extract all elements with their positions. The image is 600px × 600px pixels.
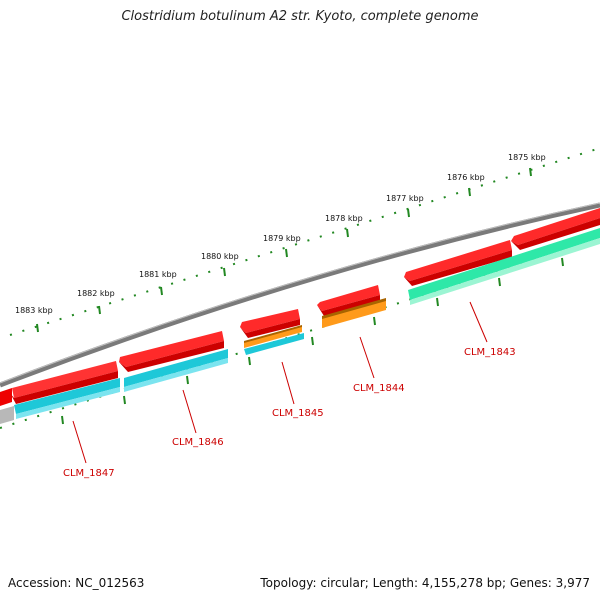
gene-box-teal [124,349,228,387]
inner-major-tick [248,356,251,366]
gene-box-orange-edge [244,325,302,343]
cds-arrow [240,319,300,338]
gene-label: CLM_1843 [464,347,516,358]
cds-arrow [0,388,12,406]
cds-arrow [317,285,380,311]
scale-major-tick [223,267,226,277]
accession-text: Accession: NC_012563 [8,576,145,590]
inner-major-tick [436,297,439,307]
map-title: Clostridium botulinum A2 str. Kyoto, com… [121,9,479,24]
scale-label: 1878 kbp [325,214,363,223]
leader-line [72,420,87,464]
gene-box-green [408,228,600,300]
scale-label: 1877 kbp [386,194,424,203]
cds-arrow [10,371,118,404]
scale-label: 1881 kbp [139,270,177,279]
inner-major-tick [311,336,314,346]
scale-label: 1882 kbp [77,289,115,298]
gene-box-teal [244,333,304,355]
cds-arrow [404,240,512,281]
inner-major-tick [186,375,189,385]
gene-labels: CLM_1843 CLM_1844 CLM_1845 CLM_1846 CLM_… [63,347,516,479]
scale-major-tick [160,286,163,296]
gene-box-teal [16,387,120,419]
scale-label: 1876 kbp [447,173,485,182]
cds-arrow [317,295,380,316]
gene-box-green [410,238,600,305]
scale-major-tick [98,305,101,315]
scale-major-tick [468,187,471,197]
gene-box-orange [244,326,302,348]
gene-track [0,228,600,424]
gene-box-grey [0,406,14,424]
scale-major-tick [285,248,288,258]
scale-major-tick [346,228,349,238]
scale-label: 1875 kbp [508,153,546,162]
scale-axis: 1875 kbp 1876 kbp 1877 kbp 1878 kbp 1879 kbp… [15,153,564,425]
gene-label: CLM_1845 [272,408,324,419]
scale-major-tick [407,208,410,218]
inner-major-tick [61,415,64,425]
cds-arrow [404,250,512,286]
cds-arrow [119,331,224,367]
gene-leader-lines [72,301,488,464]
cds-track [0,208,600,406]
inner-major-tick [561,257,564,267]
gene-box-teal [124,358,228,392]
gene-label: CLM_1844 [353,383,405,394]
gene-label: CLM_1846 [172,437,224,448]
scale-label: 1879 kbp [263,234,301,243]
gene-label: CLM_1847 [63,468,115,479]
cds-arrow [240,309,300,333]
backbone-highlight [0,202,600,384]
inner-major-tick [498,277,501,287]
leader-line [281,361,295,405]
genome-backbone [0,202,600,388]
leader-line [182,389,197,434]
cds-arrow [12,361,118,398]
inner-major-tick [373,316,376,326]
scale-label: 1883 kbp [15,306,53,315]
scale-major-tick [529,167,532,177]
cds-arrow [511,208,600,245]
cds-arrow [119,341,224,372]
leader-line [359,336,375,379]
cds-arrow [511,218,600,250]
gene-box-orange [322,300,386,328]
leader-line [469,301,488,343]
scale-major-tick [36,323,39,333]
inner-major-tick [123,395,126,405]
genome-summary-text: Topology: circular; Length: 4,155,278 bp… [260,576,590,590]
gene-box-teal [14,378,120,414]
gene-box-orange-edge [322,298,386,319]
scale-label: 1880 kbp [201,252,239,261]
